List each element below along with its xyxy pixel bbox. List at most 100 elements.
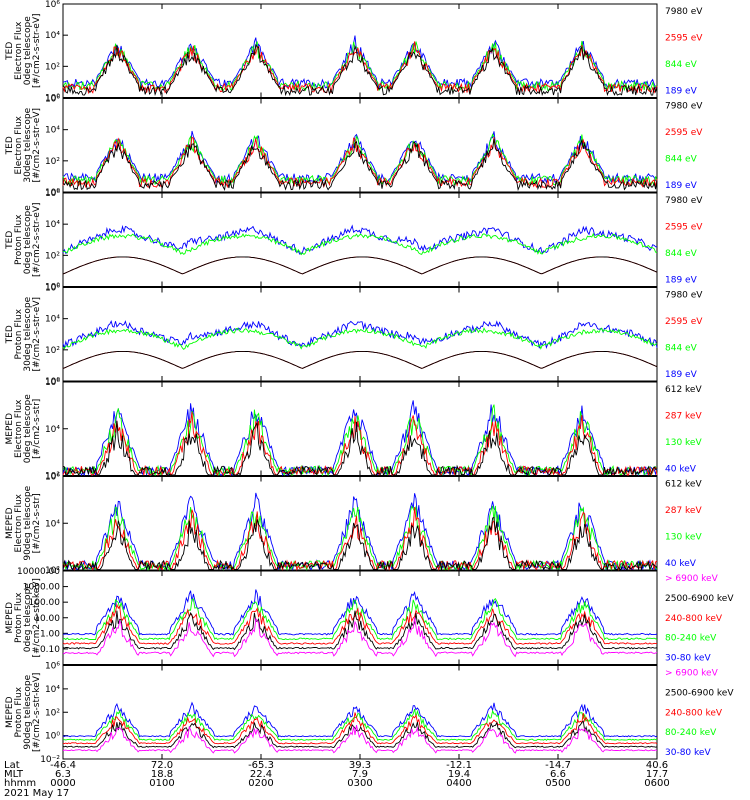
series-black [62, 516, 658, 572]
footer-value-lat: 39.3 [349, 760, 371, 771]
legend-entry: 612 keV [665, 385, 702, 395]
y-tick-label: 10² [45, 472, 60, 482]
series-black [62, 43, 658, 97]
legend-entry: 287 keV [665, 412, 702, 422]
footer-value-mlt: 6.6 [550, 769, 566, 780]
legend-entry: 40 keV [665, 559, 697, 569]
footer-value-lat: -46.4 [50, 760, 76, 771]
footer-value-hhmm: 0300 [347, 778, 372, 789]
legend-entry: 189 eV [665, 370, 698, 380]
legend-entry: 7980 eV [665, 291, 703, 301]
y-tick-label: 10² [45, 62, 60, 72]
y-tick-label: 10⁴ [45, 220, 60, 230]
footer-value-hhmm: 0600 [644, 778, 669, 789]
footer-hhmm-label: hhmm [4, 778, 36, 789]
legend-entry: 30-80 keV [665, 654, 711, 664]
legend-entry: 240-800 keV [665, 708, 723, 718]
footer-value-mlt: 7.9 [352, 769, 368, 780]
series-green [62, 708, 658, 741]
series-black [62, 610, 658, 651]
footer-value-mlt: 19.4 [448, 769, 470, 780]
y-axis-label-line: [#/cm2-s-str] [32, 399, 42, 459]
y-tick-label: 10⁶ [45, 284, 60, 294]
series-green [62, 505, 658, 572]
y-tick-label: 10⁴ [45, 685, 60, 695]
panel-meped-electron-90deg: 10² 10⁴ 10⁶ MEPED Electron Flux 90deg telesco… [5, 473, 702, 577]
y-tick-label: 10⁴ [45, 31, 60, 41]
y-tick-label: 10⁴ [45, 519, 60, 529]
legend-entry: 130 keV [665, 438, 702, 448]
footer-value-mlt: 22.4 [250, 769, 272, 780]
y-axis-label-line: [#/cm2-s-str-eV] [32, 108, 42, 183]
panel-meped-proton-0deg: 0.10 1.00 10.00 100.00 1000.00 10000.00 MEPED P… [5, 567, 734, 665]
y-tick-label: 10⁰ [45, 94, 60, 104]
y-axis-label-line: MEPED [5, 413, 15, 445]
panel-meped-proton-90deg: 10⁻² 10⁰ 10² 10⁴ 10⁶ MEPED Proton Flux 90deg te… [5, 662, 734, 766]
series-red [62, 712, 658, 745]
footer-value-lat: -65.3 [248, 760, 274, 771]
y-axis-label-line: Electron Flux [14, 493, 24, 552]
y-axis-label-line: Electron Flux [14, 115, 24, 174]
footer-value-hhmm: 0500 [545, 778, 570, 789]
legend-entry: 844 eV [665, 60, 698, 70]
footer-mlt-label: MLT [4, 769, 24, 780]
legend-entry: 30-80 keV [665, 748, 711, 758]
series-blue [62, 400, 658, 477]
y-axis-label-line: Electron Flux [14, 21, 24, 80]
footer-value-lat: -14.7 [545, 760, 571, 771]
y-axis-label-line: 0deg telescope [23, 394, 33, 464]
y-tick-label: 10² [45, 708, 60, 718]
series-magenta [62, 617, 658, 658]
legend-entry: 80-240 keV [665, 634, 717, 644]
y-axis-label-line: Proton Flux [14, 214, 24, 265]
series-blue [62, 589, 658, 636]
series-red [62, 350, 658, 369]
footer-value-hhmm: 0000 [50, 778, 75, 789]
y-tick-label: 10² [45, 251, 60, 261]
legend-entry: 189 eV [665, 87, 698, 97]
legend-entry: 189 eV [665, 181, 698, 191]
y-axis-label-line: MEPED [5, 507, 15, 539]
series-red [62, 41, 658, 95]
y-axis-label-line: 0deg telescope [23, 583, 33, 653]
y-tick-label: 1000.00 [23, 583, 60, 593]
y-axis-label-line: MEPED [5, 602, 15, 634]
series-green [62, 232, 658, 256]
series-red [62, 411, 658, 477]
legend-entry: 240-800 keV [665, 614, 723, 624]
series-black [62, 350, 658, 369]
y-axis-label-line: [#/cm2-s-str-eV] [32, 13, 42, 88]
y-tick-label: 10⁴ [45, 315, 60, 325]
y-axis-label-line: MEPED [5, 696, 15, 728]
y-axis-label-line: [#/cm2-s-str-keV] [32, 578, 42, 657]
series-red [62, 256, 658, 275]
y-axis-label-line: [#/cm2-s-str-keV] [32, 673, 42, 752]
legend-entry: 844 eV [665, 249, 698, 259]
y-axis-label-line: TED [5, 136, 15, 155]
legend-entry: 844 eV [665, 344, 698, 354]
legend-entry: > 6900 keV [665, 574, 719, 584]
y-tick-label: 10⁶ [45, 473, 60, 483]
series-black [62, 138, 658, 192]
y-tick-label: 10.00 [34, 614, 60, 624]
footer-value-mlt: 6.3 [55, 769, 71, 780]
y-tick-label: 10⁰ [45, 377, 60, 387]
y-axis-label-line: 90deg telescope [23, 485, 33, 560]
y-tick-label: 10² [45, 566, 60, 576]
y-axis-label-line: Proton Flux [14, 592, 24, 643]
y-tick-label: 10⁰ [45, 732, 60, 742]
footer-value-hhmm: 0400 [446, 778, 471, 789]
series-green [62, 133, 658, 187]
series-blue [62, 224, 658, 255]
footer-value-lat: 72.0 [151, 760, 173, 771]
series-blue [62, 320, 658, 350]
footer-value-mlt: 18.8 [151, 769, 173, 780]
y-axis-label-line: 0deg telescope [23, 205, 33, 275]
panel-ted-proton-30deg: 10⁰ 10² 10⁴ 10⁶ TED Proton Flux 30deg telescop… [5, 284, 703, 388]
y-tick-label: 10⁶ [45, 662, 60, 672]
panel-ted-electron-0deg: 10⁰ 10² 10⁴ 10⁶ TED Electron Flux 0deg telesco… [5, 0, 703, 104]
y-tick-label: 0.10 [40, 645, 60, 655]
legend-entry: 287 keV [665, 506, 702, 516]
